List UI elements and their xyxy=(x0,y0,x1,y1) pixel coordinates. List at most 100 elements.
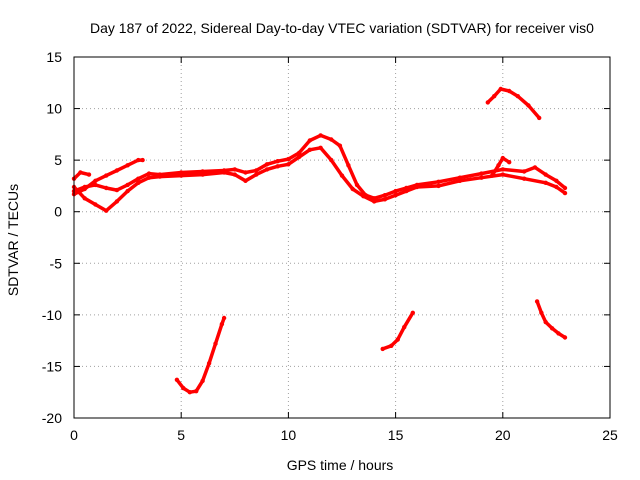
data-point xyxy=(93,202,98,207)
data-point xyxy=(350,186,355,192)
data-point xyxy=(554,178,559,183)
data-point xyxy=(181,385,186,391)
data-point xyxy=(200,378,205,384)
data-point xyxy=(479,175,484,180)
data-point xyxy=(329,157,334,163)
data-point xyxy=(393,193,398,198)
data-point xyxy=(363,193,368,198)
data-point xyxy=(492,94,497,99)
data-point xyxy=(206,361,212,366)
data-point xyxy=(537,115,542,121)
data-point xyxy=(114,187,120,193)
data-point xyxy=(307,138,312,143)
data-point xyxy=(498,86,503,92)
data-point xyxy=(500,167,505,172)
data-point xyxy=(507,160,512,165)
data-point xyxy=(221,315,227,321)
data-point xyxy=(562,185,568,191)
data-point xyxy=(382,193,388,198)
data-point xyxy=(179,170,184,175)
data-point xyxy=(479,171,484,176)
data-point xyxy=(78,170,83,175)
data-point xyxy=(179,173,184,178)
data-point xyxy=(200,172,205,177)
x-tick-label: 0 xyxy=(70,427,78,443)
data-point xyxy=(213,341,218,346)
data-point xyxy=(380,346,385,352)
data-point xyxy=(114,168,120,173)
data-point xyxy=(275,159,280,164)
x-tick-label: 15 xyxy=(388,427,404,443)
data-point xyxy=(539,310,544,315)
series-band-b xyxy=(72,133,567,201)
data-point xyxy=(543,172,548,177)
data-point xyxy=(410,310,415,315)
data-point xyxy=(232,172,237,177)
y-tick-label: 10 xyxy=(46,101,62,117)
data-point xyxy=(485,100,490,105)
series-layer xyxy=(71,86,568,395)
data-point xyxy=(337,143,343,148)
data-point xyxy=(372,196,377,201)
plot-frame xyxy=(73,56,611,419)
data-point xyxy=(526,103,531,108)
chart-title: Day 187 of 2022, Sidereal Day-to-day VTE… xyxy=(90,20,594,36)
data-point xyxy=(346,163,351,168)
data-point xyxy=(296,150,302,156)
data-point xyxy=(354,182,360,188)
y-tick-label: -20 xyxy=(42,410,62,426)
data-point xyxy=(389,343,394,348)
y-tick-label: 5 xyxy=(54,152,62,168)
data-point xyxy=(146,175,152,180)
data-point xyxy=(393,188,398,194)
data-point xyxy=(125,163,130,168)
data-point xyxy=(500,172,505,177)
data-point xyxy=(402,325,407,330)
data-point xyxy=(496,163,501,168)
data-point xyxy=(457,178,463,183)
data-point xyxy=(136,157,141,163)
data-point xyxy=(500,155,505,161)
data-point xyxy=(264,162,270,167)
data-point xyxy=(104,208,109,213)
data-point xyxy=(86,172,92,177)
data-point xyxy=(534,299,540,304)
y-tick-label: -5 xyxy=(50,255,63,271)
data-point xyxy=(522,176,527,181)
data-point xyxy=(200,169,205,174)
data-point xyxy=(318,133,323,138)
series-band-e xyxy=(490,156,511,178)
data-point xyxy=(307,147,312,152)
data-point xyxy=(157,172,162,177)
data-point xyxy=(187,390,192,395)
data-point xyxy=(457,175,463,180)
x-axis-label: GPS time / hours xyxy=(287,457,394,473)
data-point xyxy=(136,176,141,181)
data-point xyxy=(243,170,248,175)
data-point xyxy=(194,389,199,394)
data-point xyxy=(436,183,441,189)
data-point xyxy=(104,173,109,178)
data-point xyxy=(125,182,130,188)
y-tick-label: -15 xyxy=(42,358,62,374)
data-point xyxy=(114,199,120,204)
data-point xyxy=(329,137,334,142)
data-point xyxy=(515,94,520,99)
data-point xyxy=(136,180,141,185)
data-point xyxy=(93,178,98,183)
data-point xyxy=(275,164,280,169)
data-point xyxy=(174,377,180,382)
data-point xyxy=(339,173,345,178)
y-tick-label: 0 xyxy=(54,204,62,220)
data-point xyxy=(414,182,420,188)
x-tick-label: 5 xyxy=(177,427,185,443)
data-point xyxy=(404,185,409,191)
tick-layer: 0 5 10 15 20 25 15 10 5 0 -5 -10 -15 -20 xyxy=(42,49,618,443)
data-point xyxy=(232,167,237,172)
data-point xyxy=(554,184,559,190)
data-point xyxy=(562,190,568,196)
x-tick-label: 20 xyxy=(495,427,511,443)
data-point xyxy=(372,199,377,204)
